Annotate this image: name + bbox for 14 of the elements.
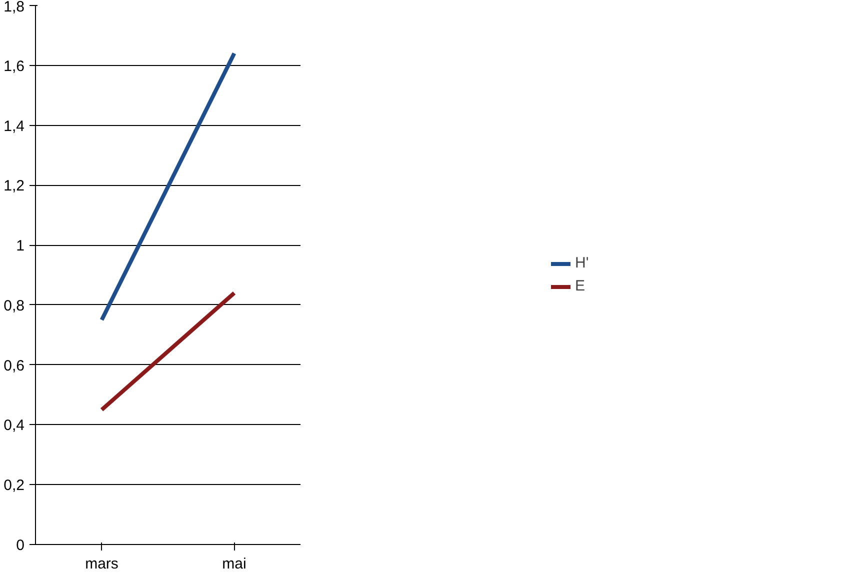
y-tick-label: 0 — [16, 537, 24, 554]
y-tick-label: 0,8 — [4, 297, 25, 314]
x-tick-label: mai — [222, 556, 246, 572]
y-tick-label: 1,8 — [4, 0, 25, 16]
y-tick-label: 0,4 — [4, 417, 25, 434]
y-tick-label: 1,6 — [4, 58, 25, 75]
y-tick-label: 1 — [16, 238, 24, 255]
y-tick-label: 0,6 — [4, 357, 25, 374]
y-tick-label: 0,2 — [4, 477, 25, 494]
legend-label: E — [575, 278, 586, 294]
y-tick-label: 1,2 — [4, 178, 25, 195]
x-tick-label: mars — [85, 556, 118, 572]
y-tick-label: 1,4 — [4, 118, 25, 135]
legend-label: H' — [575, 254, 590, 272]
